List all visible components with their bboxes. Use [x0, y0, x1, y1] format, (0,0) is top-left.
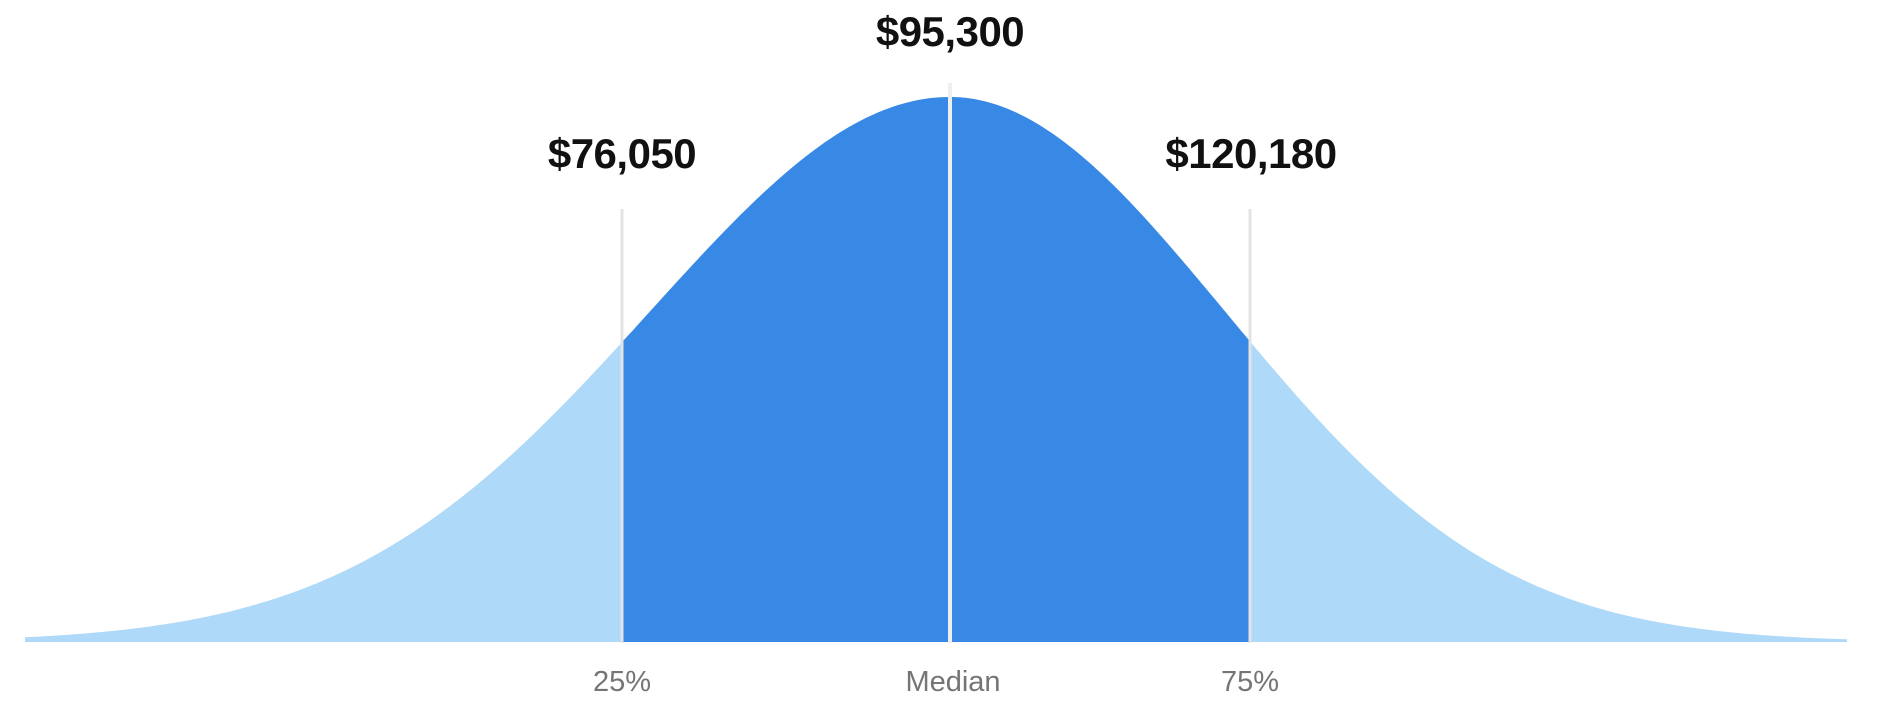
value-label-75th-percentile: $120,180: [1165, 130, 1337, 177]
value-label-25th-percentile: $76,050: [547, 130, 697, 177]
axis-label-25th-percentile: 25%: [592, 666, 652, 698]
axis-label-median: Median: [905, 666, 1001, 698]
interquartile-area: [622, 97, 1250, 642]
value-label-median: $95,300: [875, 8, 1025, 55]
axis-label-75th-percentile: 75%: [1220, 666, 1280, 698]
